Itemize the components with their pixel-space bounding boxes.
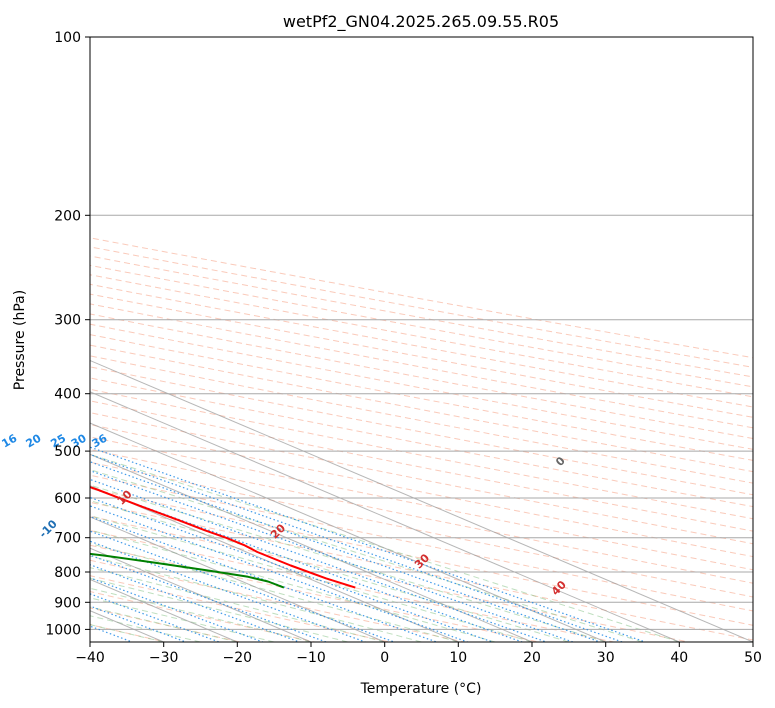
moist-adiabat <box>90 577 348 642</box>
grid-layer <box>90 37 753 642</box>
dry-adiabat <box>90 237 753 359</box>
x-tick-label: −10 <box>296 650 326 666</box>
mixing-ratio-line <box>90 505 468 642</box>
moist-adiabat <box>90 453 680 642</box>
y-tick-label: 600 <box>54 491 81 507</box>
y-tick-label: 300 <box>54 313 81 329</box>
moist-adiabat <box>90 484 606 642</box>
temperature-profile-line <box>90 486 356 589</box>
y-tick-label: 900 <box>54 595 81 611</box>
isotherm <box>90 359 753 642</box>
dry-adiabat <box>90 246 753 368</box>
dry-adiabat <box>90 501 753 641</box>
y-tick-label: 800 <box>54 565 81 581</box>
moist-adiabat <box>90 529 496 642</box>
dry-adiabat <box>90 388 753 520</box>
dry-adiabat <box>90 488 753 626</box>
y-tick-label: 200 <box>54 208 81 224</box>
x-axis-label: Temperature (°C) <box>360 681 482 697</box>
dry-adiabat <box>90 448 753 584</box>
y-tick-label: 500 <box>54 444 81 460</box>
x-tick-label: 10 <box>449 650 467 666</box>
y-tick-label: 700 <box>54 531 81 547</box>
moist-adiabat <box>90 515 533 642</box>
dry-adiabat <box>90 515 689 642</box>
x-tick-label: −40 <box>75 650 105 666</box>
mixing-ratio-line <box>90 564 300 642</box>
y-tick-label: 100 <box>54 30 81 46</box>
mixing-ratio-label: 16 <box>0 431 20 450</box>
plot-frame <box>89 36 754 643</box>
moist-adiabat <box>90 469 643 642</box>
isotherm <box>90 485 459 642</box>
mixing-ratio-line <box>90 530 395 642</box>
x-tick-label: 40 <box>670 650 688 666</box>
series-layer <box>90 486 356 589</box>
x-tick-label: −20 <box>223 650 253 666</box>
mixing-ratio-line <box>90 496 493 642</box>
dry-adiabat <box>90 559 465 642</box>
x-tick-label: −30 <box>149 650 179 666</box>
x-tick-label: 20 <box>523 650 541 666</box>
moist-adiabat <box>90 555 422 642</box>
axes-layer: −40 −30 −20 −10 0 10 20 30 40 50 100 200 300 400 500 60… <box>45 30 762 666</box>
chart-title: wetPf2_GN04.2025.265.09.55.R05 <box>283 12 559 32</box>
isotherm <box>90 453 533 642</box>
mixing-ratio-label: 20 <box>24 431 44 450</box>
moist-adiabat <box>90 597 275 642</box>
mixing-ratio-line <box>90 446 646 642</box>
y-tick-label: 1000 <box>45 622 81 638</box>
isotherm <box>90 422 606 642</box>
x-tick-label: 50 <box>744 650 762 666</box>
y-tick-label: 400 <box>54 387 81 403</box>
mixing-ratio-line <box>90 540 366 642</box>
plot-area <box>90 37 753 642</box>
dry-adiabat <box>90 366 753 496</box>
dry-adiabat <box>90 424 753 558</box>
y-axis-label: Pressure (hPa) <box>12 290 28 390</box>
mixing-ratio-line <box>90 486 523 642</box>
dry-adiabat <box>90 412 753 545</box>
dry-adiabat <box>90 575 390 642</box>
isotherm <box>90 391 680 642</box>
x-tick-label: 30 <box>597 650 615 666</box>
dry-adiabat <box>90 255 753 378</box>
x-tick-label: 0 <box>380 650 389 666</box>
isotherm <box>90 516 385 642</box>
mixing-ratio-line <box>90 470 574 642</box>
